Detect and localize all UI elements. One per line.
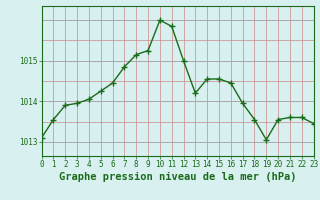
X-axis label: Graphe pression niveau de la mer (hPa): Graphe pression niveau de la mer (hPa) <box>59 172 296 182</box>
